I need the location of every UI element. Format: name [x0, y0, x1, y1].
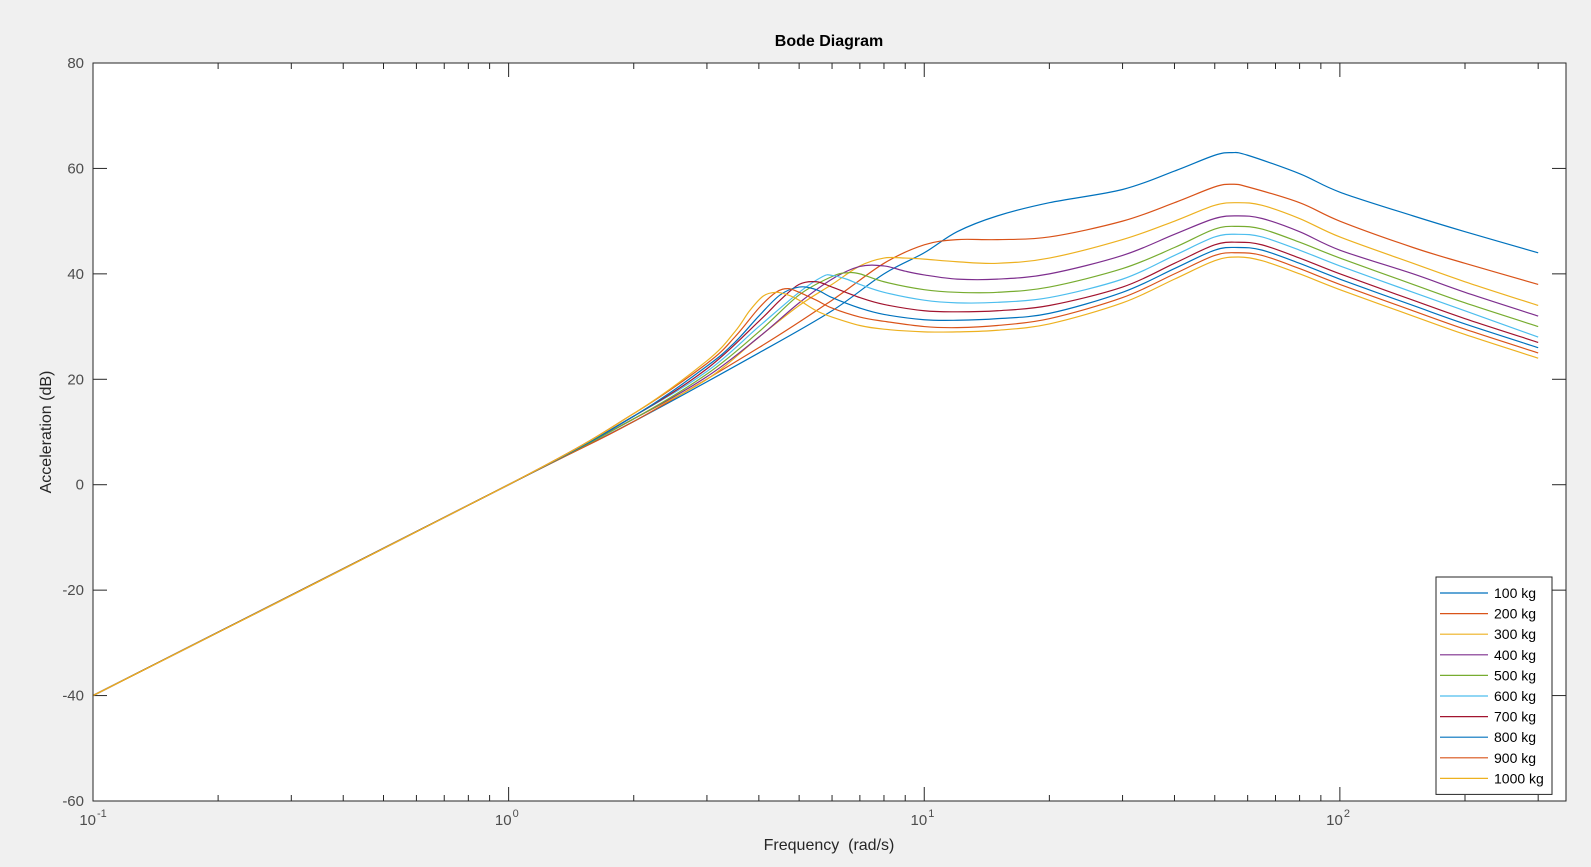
- x-tick-base: 10: [79, 812, 96, 829]
- legend-item: 900 kg: [1440, 750, 1536, 766]
- series-line-4: [93, 215, 1539, 697]
- legend-label: 200 kg: [1494, 606, 1536, 622]
- legend-label: 700 kg: [1494, 709, 1536, 725]
- legend-label: 500 kg: [1494, 667, 1536, 683]
- y-tick-label: 80: [67, 55, 84, 72]
- series-line-2: [93, 183, 1539, 697]
- series-line-10: [93, 256, 1539, 697]
- legend-item: 400 kg: [1440, 647, 1536, 663]
- legend-item: 600 kg: [1440, 688, 1536, 704]
- legend-item: 500 kg: [1440, 667, 1536, 683]
- y-tick-label: -20: [62, 582, 84, 599]
- legend-label: 800 kg: [1494, 729, 1536, 745]
- x-tick-exponent: -1: [97, 808, 107, 820]
- minor-ticks: [217, 63, 1539, 801]
- legend-label: 600 kg: [1494, 688, 1536, 704]
- x-tick-label: 10 0: [495, 808, 519, 829]
- legend-item: 700 kg: [1440, 709, 1536, 725]
- legend-label: 100 kg: [1494, 585, 1536, 601]
- x-tick-base: 10: [495, 812, 512, 829]
- series-group: [93, 151, 1539, 697]
- series-line-7: [93, 241, 1539, 697]
- x-tick-exponent: 2: [1344, 808, 1350, 820]
- legend: 100 kg 200 kg 300 kg 400 kg 500 kg 600 kg 700 …: [1435, 576, 1553, 795]
- y-tick-label: 0: [76, 477, 84, 494]
- plot-area: [93, 63, 1566, 801]
- legend-label: 300 kg: [1494, 626, 1536, 642]
- series-line-9: [93, 252, 1539, 697]
- y-tick-labels: -60 -40 -20 0 20 40 60 80: [62, 55, 84, 810]
- x-tick-base: 10: [911, 812, 928, 829]
- x-tick-label: 10 1: [911, 808, 935, 829]
- series-line-6: [93, 233, 1539, 697]
- y-axis-label: Acceleration (dB): [38, 371, 55, 494]
- legend-item: 800 kg: [1440, 729, 1536, 745]
- y-tick-label: 60: [67, 160, 84, 177]
- legend-label: 400 kg: [1494, 647, 1536, 663]
- y-tick-label: -60: [62, 793, 84, 810]
- legend-item: 1000 kg: [1440, 770, 1544, 786]
- x-tick-exponent: 0: [513, 808, 519, 820]
- x-tick-label: 10 2: [1326, 808, 1350, 829]
- legend-label: 900 kg: [1494, 750, 1536, 766]
- x-axis-label: Frequency (rad/s): [764, 837, 895, 854]
- y-tick-label: 40: [67, 266, 84, 283]
- x-tick-exponent: 1: [928, 808, 934, 820]
- legend-label: 1000 kg: [1494, 770, 1544, 786]
- x-tick-labels: 10 -1 10 0 10 1 10 2: [79, 808, 1350, 829]
- series-line-5: [93, 225, 1539, 697]
- legend-item: 100 kg: [1440, 585, 1536, 601]
- series-line-3: [93, 202, 1539, 697]
- x-tick-base: 10: [1326, 812, 1343, 829]
- legend-item: 300 kg: [1440, 626, 1536, 642]
- y-tick-label: 20: [67, 371, 84, 388]
- series-line-8: [93, 246, 1539, 697]
- x-tick-label: 10 -1: [79, 808, 106, 829]
- y-tick-label: -40: [62, 688, 84, 705]
- legend-item: 200 kg: [1440, 606, 1536, 622]
- plot-frame: [92, 62, 1567, 802]
- chart-title: Bode Diagram: [775, 33, 883, 50]
